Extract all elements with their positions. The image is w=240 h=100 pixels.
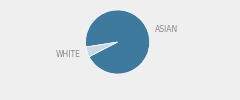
Wedge shape	[86, 42, 118, 57]
Text: WHITE: WHITE	[56, 50, 80, 59]
Wedge shape	[86, 10, 150, 74]
Text: ASIAN: ASIAN	[155, 25, 178, 34]
